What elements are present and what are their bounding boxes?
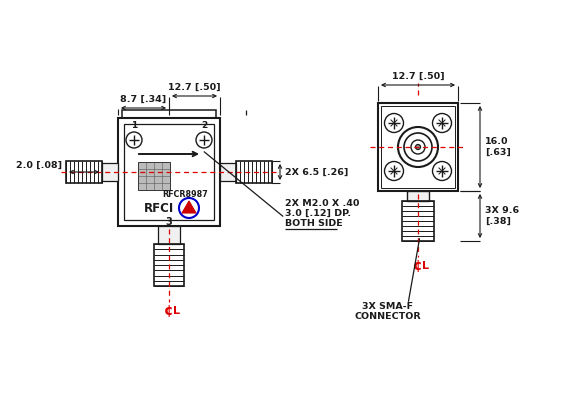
Text: 12.7 [.50]: 12.7 [.50] [392,72,445,81]
Bar [138,162,170,190]
Circle shape [179,198,199,218]
Text: RFCI: RFCI [144,201,174,214]
Text: 2X 6.5 [.26]: 2X 6.5 [.26] [285,167,348,177]
Bar [122,110,216,118]
Text: 3.0 [.12] DP.: 3.0 [.12] DP. [285,209,351,218]
Text: 1: 1 [131,121,137,130]
Polygon shape [182,201,196,213]
Text: 16.0
[.63]: 16.0 [.63] [485,137,511,157]
Bar [102,163,118,181]
Bar [381,106,455,188]
Text: 3X 9.6
[.38]: 3X 9.6 [.38] [485,206,519,226]
Text: 2.0 [.08]: 2.0 [.08] [16,161,62,170]
Bar [402,201,434,241]
Bar [66,161,102,183]
Bar [220,163,236,181]
Text: 12.7 [.50]: 12.7 [.50] [168,83,221,92]
Text: ¢: ¢ [164,304,174,318]
Text: 3X SMA-F
CONNECTOR: 3X SMA-F CONNECTOR [355,302,422,322]
Bar [158,226,180,244]
Text: ¢: ¢ [413,259,423,273]
Bar [407,191,429,201]
Bar [236,161,272,183]
Bar [154,244,184,286]
Text: L: L [422,261,429,271]
Text: 8.7 [.34]: 8.7 [.34] [121,95,166,104]
Text: BOTH SIDE: BOTH SIDE [285,219,343,228]
Text: 2: 2 [201,121,207,130]
Text: L: L [173,306,180,316]
Text: RFCR8987: RFCR8987 [162,190,208,199]
Bar [118,118,220,226]
Text: 2X M2.0 X .40: 2X M2.0 X .40 [285,199,359,208]
Bar [378,103,458,191]
Bar [124,124,214,220]
Circle shape [416,145,420,149]
Text: 3: 3 [166,217,172,227]
